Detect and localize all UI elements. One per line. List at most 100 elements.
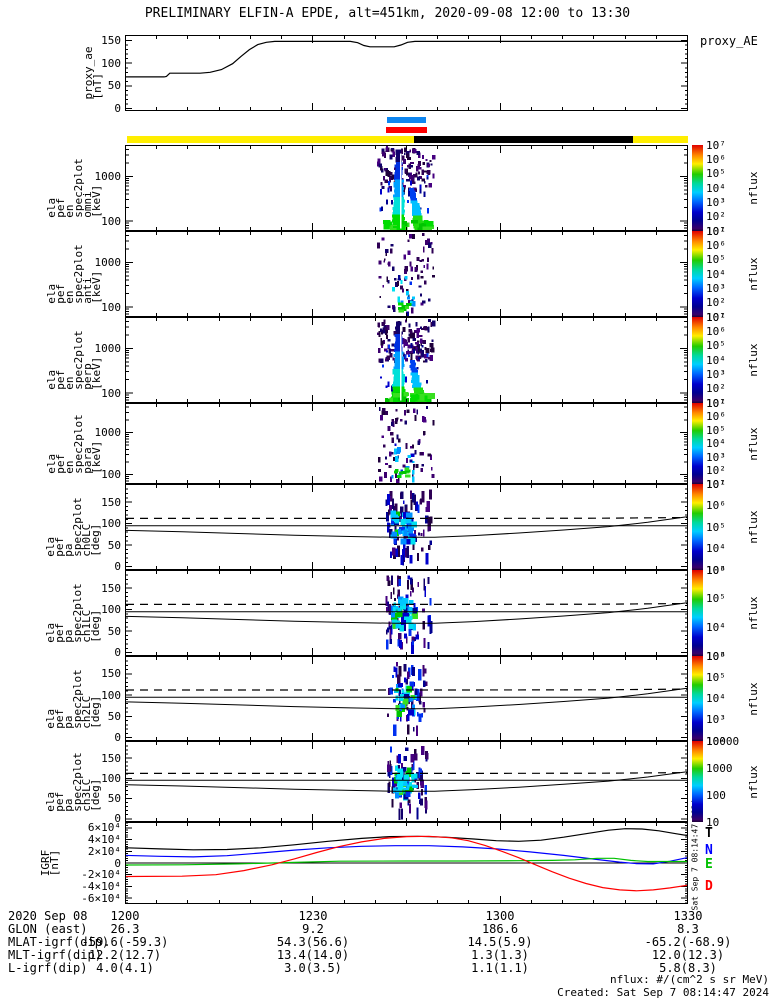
colorbar-tick-label: 10⁶ xyxy=(706,152,726,166)
panel-en_anti xyxy=(125,231,688,317)
ytick-label-pa_ch0: 50 xyxy=(107,538,121,552)
ytick-label-pa_ch3: 0 xyxy=(114,812,121,826)
bottom-value-glon: 8.3 xyxy=(677,922,699,936)
colorbar-tick-label: 10⁴ xyxy=(706,437,726,450)
bottom-value-mlt: 12.2(12.7) xyxy=(88,948,162,962)
axis-label-line: [keV] xyxy=(90,184,103,218)
colorbar-pa_ch0 xyxy=(692,484,703,570)
ytick-label-proxy_ae: 50 xyxy=(107,79,121,93)
ytick-label-pa_ch1: 150 xyxy=(101,581,121,595)
colorbar-unit-label: nflux xyxy=(747,764,760,799)
axis-label-line: [keV] xyxy=(90,440,103,474)
ytick-label-en_omni: 1000 xyxy=(94,169,122,183)
colorbar-tick-label: 10⁵ xyxy=(706,167,726,181)
axis-label-pa_ch1: ela pef pa spec2plot ch1LC [deg] xyxy=(44,583,102,643)
plot-title: PRELIMINARY ELFIN-A EPDE, alt=451km, 202… xyxy=(144,6,631,21)
colorbar-tick-label: 10⁵ xyxy=(706,670,726,684)
colorbar-tick-label: 10⁷ xyxy=(706,310,726,324)
colorbar-tick-label: 10³ xyxy=(706,281,726,295)
ytick-label-igrf: 4×10⁴ xyxy=(87,833,121,847)
ytick-label-pa_ch1: 50 xyxy=(107,624,121,638)
colorbar-en_omni xyxy=(692,145,703,231)
colorbar-tick-label: 10² xyxy=(706,210,726,224)
ytick-label-igrf: -4×10⁴ xyxy=(81,879,121,893)
ytick-label-pa_ch3: 150 xyxy=(101,751,121,765)
panel-en_perp xyxy=(125,317,688,403)
bottom-value-l: 5.8(8.3) xyxy=(659,961,717,975)
colorbar-pa_ch2 xyxy=(692,656,703,741)
colorbar-tick-label: 10² xyxy=(706,734,726,748)
colorbar-tick-label: 10⁵ xyxy=(706,339,726,353)
colorbar-en_para xyxy=(692,403,703,484)
colorbar-tick-label: 10⁷ xyxy=(706,224,726,238)
proxy-ae-right-label: proxy_AE xyxy=(700,34,758,48)
colorbar-tick-label: 10⁷ xyxy=(706,138,726,152)
colorbar-tick-label: 10³ xyxy=(706,713,726,727)
axis-label-line: [nT] xyxy=(48,849,61,877)
colorbar-pa_ch1 xyxy=(692,570,703,656)
ytick-label-pa_ch2: 0 xyxy=(114,731,121,745)
colorbar-tick-label: 10⁴ xyxy=(706,353,726,367)
colorbar-tick-label: 10 xyxy=(706,815,720,829)
colorbar-en_perp xyxy=(692,317,703,403)
panel-igrf xyxy=(125,822,688,904)
colorbar-unit-label: nflux xyxy=(747,171,760,205)
colorbar-tick-label: 1000 xyxy=(706,761,733,775)
colorbar-tick-label: 10⁶ xyxy=(706,499,726,512)
footer-created: Created: Sat Sep 7 08:14:47 2024 xyxy=(557,986,769,999)
colorbar-en_anti xyxy=(692,231,703,317)
bottom-value-time: 1230 xyxy=(298,909,328,923)
bottom-value-glon: 26.3 xyxy=(110,922,140,936)
footer-units: nflux: #/(cm^2 s sr MeV) xyxy=(610,973,769,986)
bottom-row-label: MLT-igrf(dip) xyxy=(8,948,102,962)
bottom-value-glon: 186.6 xyxy=(481,922,519,936)
igrf-legend-T: T xyxy=(705,826,713,841)
colorbar-tick-label: 10⁵ xyxy=(706,520,726,534)
bottom-value-mlt: 13.4(14.0) xyxy=(276,948,350,962)
ytick-label-pa_ch1: 100 xyxy=(101,603,121,617)
ytick-label-pa_ch2: 150 xyxy=(101,667,121,681)
ytick-label-igrf: 6×10⁴ xyxy=(87,821,121,835)
colorbar-tick-label: 10³ xyxy=(706,649,726,663)
ytick-label-pa_ch2: 50 xyxy=(107,709,121,723)
axis-label-proxy_ae: proxy_ae [nT] xyxy=(82,47,104,100)
bottom-value-mlat: -65.2(-68.9) xyxy=(644,935,732,949)
ytick-label-pa_ch3: 100 xyxy=(101,771,121,785)
colorbar-tick-label: 10⁵ xyxy=(706,253,726,267)
bottom-value-mlat: -59.6(-59.3) xyxy=(81,935,169,949)
colorbar-tick-label: 10⁴ xyxy=(706,692,726,705)
ytick-label-pa_ch0: 150 xyxy=(101,495,121,509)
colorbar-tick-label: 10³ xyxy=(706,367,726,381)
colorbar-unit-label: nflux xyxy=(747,343,760,377)
bottom-value-glon: 9.2 xyxy=(302,922,324,936)
ytick-label-pa_ch1: 0 xyxy=(114,646,121,660)
colorbar-tick-label: 10000 xyxy=(706,734,740,748)
axis-label-en_omni: ela pef en spec2plot omni [keV] xyxy=(45,158,103,218)
ytick-label-proxy_ae: 100 xyxy=(101,56,121,70)
igrf-legend-D: D xyxy=(705,879,713,894)
axis-label-en_anti: ela pef en spec2plot anti [keV] xyxy=(45,244,103,304)
colorbar-tick-label: 10² xyxy=(706,464,726,477)
colorbar-tick-label: 10⁶ xyxy=(706,563,726,577)
axis-label-line: [deg] xyxy=(89,778,102,812)
side-timestamp: Sat Sep 7 08:14:47 2024 xyxy=(690,799,700,911)
bottom-value-mlat: 54.3(56.6) xyxy=(276,935,350,949)
ytick-label-en_omni: 100 xyxy=(101,214,121,228)
bottom-value-time: 1300 xyxy=(485,909,515,923)
colorbar-tick-label: 10⁴ xyxy=(706,542,726,555)
panel-pa_ch0 xyxy=(125,484,688,570)
colorbar-tick-label: 10⁷ xyxy=(706,477,726,491)
axis-label-en_para: ela pef en spec2plot para [keV] xyxy=(45,414,103,474)
igrf-legend-N: N xyxy=(705,843,713,858)
ytick-label-proxy_ae: 0 xyxy=(114,102,121,116)
colorbar-tick-label: 10³ xyxy=(706,450,726,464)
colorbar-tick-label: 10⁴ xyxy=(706,181,726,195)
ytick-label-igrf: 2×10⁴ xyxy=(87,844,121,858)
axis-label-line: [deg] xyxy=(89,523,102,557)
bottom-row-label: MLAT-igrf(dip) xyxy=(8,935,110,949)
colorbar-tick-label: 10¹ xyxy=(706,310,726,324)
igrf-legend-E: E xyxy=(705,857,713,872)
colorbar-unit-label: nflux xyxy=(747,426,760,461)
axis-label-line: [keV] xyxy=(90,270,103,304)
